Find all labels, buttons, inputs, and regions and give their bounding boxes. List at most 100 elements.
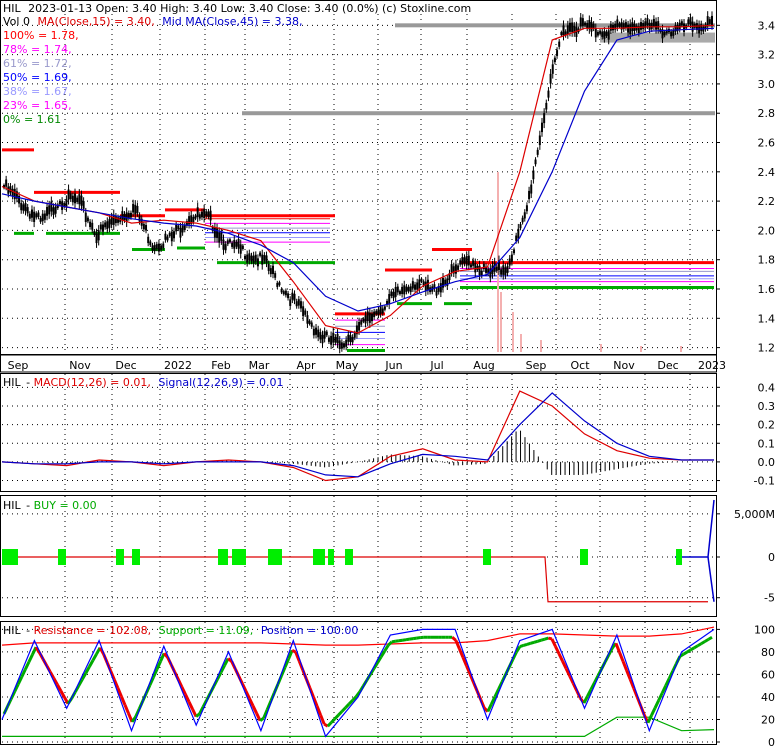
- candle-body: [185, 221, 188, 226]
- candle-body: [162, 243, 165, 248]
- candle-body: [364, 315, 367, 324]
- candle-body: [252, 255, 255, 264]
- position-line: [1, 628, 715, 738]
- oscillator-step: [195, 712, 201, 718]
- candle-body: [457, 265, 460, 270]
- candle-body: [3, 185, 5, 188]
- candle-body: [276, 282, 279, 287]
- candle-body: [43, 213, 46, 220]
- x-tick-label: Dec: [657, 359, 678, 372]
- candle-body: [629, 24, 632, 35]
- oscillator-step: [319, 714, 326, 725]
- oscillator-step: [387, 640, 393, 647]
- oscillator-step: [330, 717, 336, 724]
- oscillator-step: [704, 638, 710, 643]
- candle-body: [418, 279, 421, 289]
- oscillator-step: [376, 656, 383, 664]
- oscillator-step: [340, 706, 347, 713]
- candle-body: [631, 22, 634, 32]
- candle-body: [196, 207, 199, 218]
- candle-body: [448, 273, 451, 281]
- candle-body: [538, 135, 541, 146]
- oscillator-step: [312, 696, 319, 707]
- fib-level-label: 0% = 1.61: [3, 113, 61, 126]
- candle-body: [175, 224, 178, 232]
- candle-body: [340, 342, 343, 349]
- y-tick-label: -0.1: [754, 475, 775, 488]
- candle-body: [392, 291, 395, 299]
- candle-body: [306, 315, 309, 324]
- oscillator-step: [84, 666, 91, 674]
- oscillator-step: [34, 646, 41, 654]
- oscillator-step: [120, 695, 127, 706]
- candle-body: [224, 244, 227, 251]
- candle-body: [624, 22, 627, 28]
- candle-body: [56, 204, 59, 209]
- candle-body: [181, 225, 184, 233]
- candle-body: [588, 20, 591, 30]
- buy-line: [2, 556, 708, 603]
- candle-body: [54, 206, 57, 214]
- y-tick-label: 3.0: [758, 78, 776, 91]
- candle-body: [263, 255, 266, 261]
- y-tick-label: 2.8: [758, 107, 776, 120]
- candle-body: [401, 286, 404, 295]
- candle-body: [52, 207, 55, 215]
- candle-body: [500, 269, 503, 275]
- oscillator-step: [291, 648, 297, 654]
- candle-body: [312, 328, 315, 336]
- candle-body: [205, 211, 208, 217]
- candle-body: [414, 284, 417, 290]
- candle-body: [510, 254, 513, 262]
- candle-body: [644, 21, 647, 29]
- candle-body: [655, 21, 658, 30]
- candle-body: [489, 268, 492, 278]
- y-tick-label: 1.8: [758, 254, 776, 267]
- candle-body: [209, 210, 212, 221]
- candle-body: [69, 193, 72, 200]
- oscillator-step: [515, 645, 522, 654]
- candle-body: [469, 264, 472, 268]
- oscillator-step: [344, 702, 351, 709]
- y-tick-label: 40: [761, 691, 775, 704]
- candle-body: [487, 268, 490, 274]
- fib-legend: 100% = 1.78,78% = 1.74,61% = 1.72,50% = …: [3, 29, 79, 126]
- y-tick-label: 1.6: [758, 283, 776, 296]
- candle-body: [58, 200, 61, 205]
- oscillator-step: [557, 653, 564, 662]
- candle-body: [235, 241, 238, 247]
- y-tick-label: 80: [761, 646, 775, 659]
- candle-body: [536, 149, 539, 155]
- oscillator-step: [308, 687, 315, 698]
- candle-body: [237, 238, 240, 249]
- grid-lines: [2, 14, 720, 744]
- candle-body: [661, 29, 664, 39]
- candle-body: [271, 265, 274, 275]
- candle-body: [39, 217, 42, 222]
- candle-body: [76, 197, 79, 203]
- buy-marker: [313, 549, 325, 565]
- candles: [3, 11, 713, 354]
- buy-marker: [132, 549, 140, 565]
- ma45-line: [1, 27, 715, 312]
- candle-body: [289, 299, 292, 306]
- candle-body: [293, 293, 296, 301]
- candle-body: [560, 32, 563, 36]
- oscillator-step: [155, 660, 162, 670]
- oscillator-step: [564, 667, 572, 677]
- candle-body: [127, 213, 130, 219]
- candle-body: [5, 179, 8, 187]
- candle-body: [282, 291, 285, 295]
- buy-marker: [345, 549, 353, 565]
- candle-body: [250, 255, 253, 262]
- oscillator-step: [493, 688, 500, 698]
- oscillator-step: [398, 638, 403, 643]
- oscillator-step: [80, 672, 88, 681]
- candle-body: [334, 336, 337, 343]
- candle-body: [246, 254, 249, 263]
- candle-body: [248, 253, 251, 261]
- candle-body: [504, 267, 507, 276]
- candle-body: [390, 291, 393, 296]
- oscillator-step: [497, 681, 504, 690]
- oscillator-step: [333, 714, 340, 720]
